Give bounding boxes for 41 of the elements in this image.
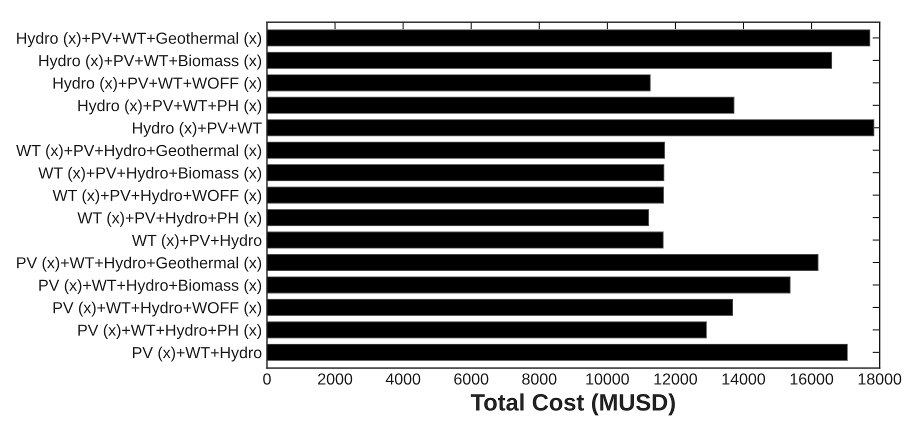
bar [266,344,848,361]
bar [266,142,665,159]
bar [266,29,870,46]
y-tick-label: PV (x)+WT+Hydro+Biomass (x) [39,279,262,294]
x-tick-label: 8000 [522,373,556,385]
bar [266,276,791,294]
bar [266,254,818,272]
bar [266,232,664,249]
x-tick-label: 10000 [586,373,629,385]
y-tick-label: PV (x)+WT+Hydro+PH (x) [78,324,262,339]
y-tick-label: PV (x)+WT+Hydro [132,346,262,362]
x-tick-label: 2000 [318,373,352,385]
x-tick-label: 6000 [454,373,488,385]
bar [266,74,651,92]
x-tick-label: 16000 [790,373,834,385]
bar [266,96,734,114]
bar [266,209,649,226]
y-tick-label: Hydro (x)+PV+WT+Geothermal (x) [17,32,262,48]
bar [266,164,664,182]
y-tick-label: WT (x)+PV+Hydro [132,234,262,250]
bar [266,186,664,204]
bar [266,52,832,69]
y-tick-label: WT (x)+PV+Hydro+PH (x) [77,212,262,227]
bar [266,321,707,338]
x-axis-title: Total Cost (MUSD) [470,393,675,416]
x-tick-label: 12000 [654,373,698,385]
x-tick-label: 18000 [858,373,902,385]
bar [266,298,734,316]
y-tick-label: Hydro (x)+PV+WT+Biomass (x) [39,54,262,70]
y-tick-label: Hydro (x)+PV+WT+PH (x) [78,100,262,114]
bar [266,119,874,136]
y-tick-label: WT (x)+PV+Hydro+Geothermal (x) [16,144,262,160]
y-tick-label: PV (x)+WT+Hydro+Geothermal (x) [17,256,262,272]
x-tick-label: 4000 [386,373,420,385]
y-tick-label: WT (x)+PV+Hydro+Biomass (x) [38,166,262,182]
y-tick-label: PV (x)+WT+Hydro+WOFF (x) [54,302,262,317]
y-tick-label: Hydro (x)+PV+WT [132,122,262,137]
y-tick-label: Hydro (x)+PV+WT+WOFF (x) [54,77,262,92]
x-tick-label: 14000 [722,373,766,385]
y-tick-label: WT (x)+PV+Hydro+WOFF (x) [52,189,262,204]
x-tick-label: 0 [263,373,271,385]
